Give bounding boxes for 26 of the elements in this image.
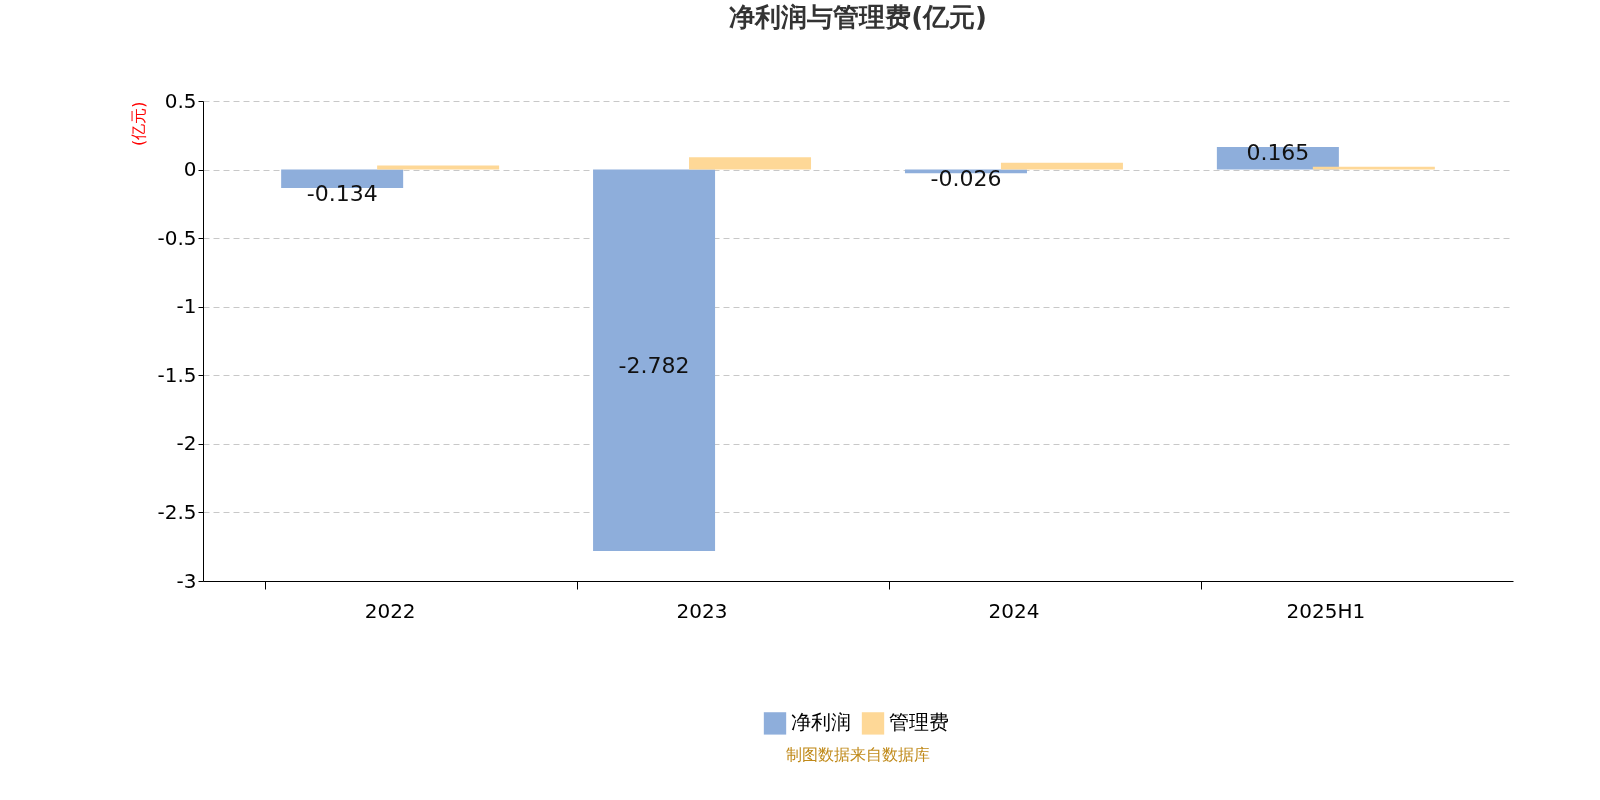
y-tick-label: -3 <box>176 568 197 593</box>
bar <box>1000 162 1123 170</box>
y-tick-label: -1 <box>176 294 197 319</box>
data-label: 0.165 <box>1246 139 1310 165</box>
bar <box>689 157 812 170</box>
x-tick-label: 2023 <box>676 598 728 623</box>
bar <box>377 165 500 170</box>
y-tick-label: 0.5 <box>164 88 197 113</box>
y-tick-label: -2.5 <box>157 499 197 524</box>
x-tick-label: 2022 <box>364 598 416 623</box>
y-tick-label: 0 <box>183 157 197 182</box>
x-tick-label: 2024 <box>988 598 1040 623</box>
bar <box>593 169 716 552</box>
data-label: -0.134 <box>306 180 378 206</box>
y-axis-title: (亿元) <box>129 101 149 146</box>
bar <box>1312 166 1435 170</box>
chart-title: 净利润与管理费(亿元) <box>729 2 987 32</box>
text: 制图数据来自数据库 <box>786 745 930 764</box>
y-tick-label: -2 <box>176 431 197 456</box>
legend-label: 净利润 <box>791 710 851 735</box>
y-tick-label: -1.5 <box>157 362 197 387</box>
y-tick-label: -0.5 <box>157 225 197 250</box>
x-tick-label: 2025H1 <box>1286 598 1366 623</box>
data-label: -2.782 <box>618 353 690 379</box>
legend-label: 管理费 <box>889 710 949 735</box>
data-label: -0.026 <box>930 166 1002 192</box>
